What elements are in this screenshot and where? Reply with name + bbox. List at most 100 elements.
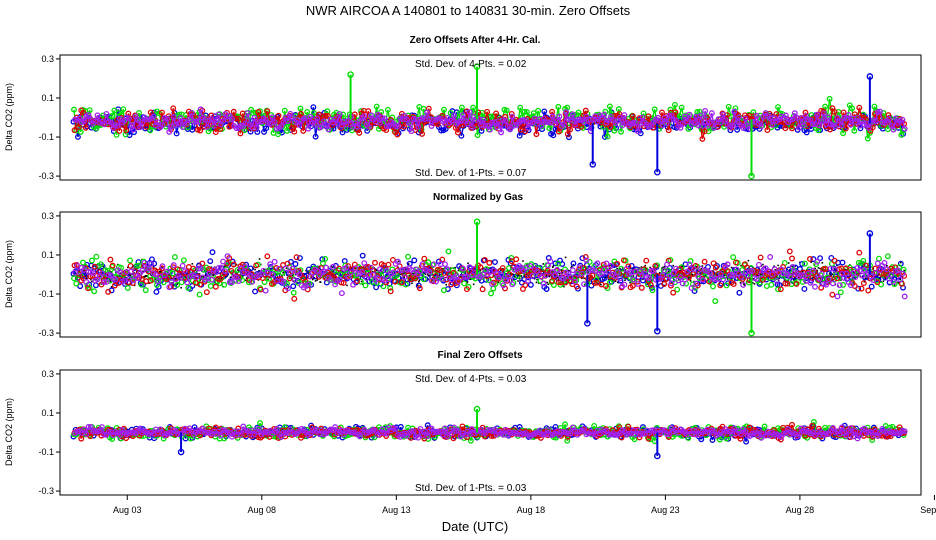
reference-point — [254, 268, 256, 271]
y-tick-label: -0.3 — [38, 328, 54, 338]
data-point — [290, 289, 297, 296]
data-point — [541, 108, 548, 115]
y-tick-label: 0.1 — [41, 93, 54, 103]
data-point — [550, 132, 557, 139]
data-point — [171, 254, 178, 261]
reference-point — [319, 281, 322, 283]
reference-point — [548, 275, 551, 278]
plot-frame — [59, 54, 922, 181]
data-point — [93, 253, 100, 260]
data-point — [88, 257, 95, 264]
reference-point — [587, 271, 589, 273]
data-point — [304, 108, 311, 115]
y-tick-label: -0.1 — [38, 289, 54, 299]
data-point — [362, 282, 369, 289]
reference-point — [672, 264, 675, 267]
panel-title: Zero Offsets After 4-Hr. Cal. — [410, 35, 541, 46]
data-point — [341, 258, 348, 264]
reference-point — [535, 281, 538, 284]
reference-point — [517, 280, 519, 282]
reference-point — [632, 275, 635, 277]
y-tick-label: -0.1 — [38, 132, 54, 142]
data-point — [180, 257, 187, 264]
data-point — [73, 280, 80, 287]
reference-point — [346, 284, 348, 287]
series-segment — [472, 107, 476, 114]
panel-normalized-by-gas: Normalized by Gas Delta CO2 (ppm) -0.3-0… — [4, 192, 922, 338]
data-point — [252, 288, 259, 295]
reference-point — [564, 256, 567, 259]
reference-point — [563, 285, 565, 288]
y-tick-label: 0.1 — [41, 250, 54, 260]
data-point — [207, 258, 214, 265]
data-point — [92, 282, 99, 289]
stat-annotation-4pt: Std. Dev. of 4-Pts. = 0.02 — [415, 59, 527, 70]
reference-point — [314, 280, 317, 282]
reference-point — [753, 283, 756, 285]
data-point — [359, 252, 366, 259]
reference-point — [777, 264, 779, 267]
data-point — [521, 108, 528, 115]
reference-point — [397, 260, 400, 263]
y-axis-label: Delta CO2 (ppm) — [4, 240, 14, 308]
panel-zero-offsets-after-cal: Zero Offsets After 4-Hr. Cal. Delta CO2 … — [4, 35, 922, 181]
reference-point — [411, 282, 413, 285]
reference-point — [700, 268, 703, 270]
reference-point — [424, 273, 427, 275]
figure-title: NWR AIRCOA A 140801 to 140831 30-min. Ze… — [306, 3, 631, 18]
reference-point — [747, 259, 750, 262]
data-point — [209, 249, 216, 256]
reference-point — [522, 260, 524, 262]
series-segment — [552, 128, 557, 136]
reference-point — [360, 280, 363, 283]
data-point — [127, 257, 133, 264]
data-point — [290, 283, 297, 290]
data-point — [492, 259, 498, 266]
reference-point — [787, 262, 790, 264]
y-ticks: -0.3 -0.1 0.1 0.3 — [38, 211, 60, 338]
reference-point — [558, 272, 561, 275]
y-ticks: -0.3 -0.1 0.1 0.3 — [38, 54, 60, 181]
reference-point — [817, 267, 820, 269]
data-points — [70, 218, 908, 337]
data-point — [523, 108, 530, 115]
reference-point — [600, 283, 602, 286]
data-point — [519, 114, 526, 121]
data-point — [736, 289, 743, 296]
data-point — [207, 283, 214, 290]
reference-point — [129, 274, 132, 277]
y-tick-label: -0.3 — [38, 171, 54, 181]
reference-point — [882, 280, 885, 282]
series-segment — [519, 107, 524, 118]
data-point — [91, 288, 98, 295]
data-points — [70, 63, 908, 180]
reference-point — [762, 263, 764, 266]
data-point — [803, 129, 810, 136]
data-point — [124, 285, 131, 292]
data-point — [292, 261, 299, 267]
panel-title: Normalized by Gas — [433, 192, 523, 203]
stat-annotation-1pt: Std. Dev. of 1-Pts. = 0.07 — [415, 168, 527, 179]
reference-point — [445, 283, 448, 286]
reference-point — [624, 279, 626, 282]
reference-point — [258, 258, 261, 260]
data-point — [801, 285, 808, 292]
data-point — [411, 257, 418, 264]
reference-point — [418, 279, 421, 282]
reference-point — [466, 280, 469, 283]
data-point — [153, 288, 160, 295]
reference-point — [180, 286, 182, 289]
y-tick-label: 0.3 — [41, 211, 54, 221]
reference-point — [644, 264, 647, 267]
y-tick-label: 0.3 — [41, 54, 54, 64]
reference-point — [472, 283, 475, 286]
y-axis-label: Delta CO2 (ppm) — [4, 83, 14, 151]
data-point — [189, 126, 196, 133]
reference-point — [542, 263, 544, 265]
data-point — [196, 291, 203, 298]
reference-point — [658, 271, 661, 274]
data-point — [142, 287, 149, 294]
reference-point — [821, 262, 824, 264]
reference-point — [583, 277, 585, 280]
